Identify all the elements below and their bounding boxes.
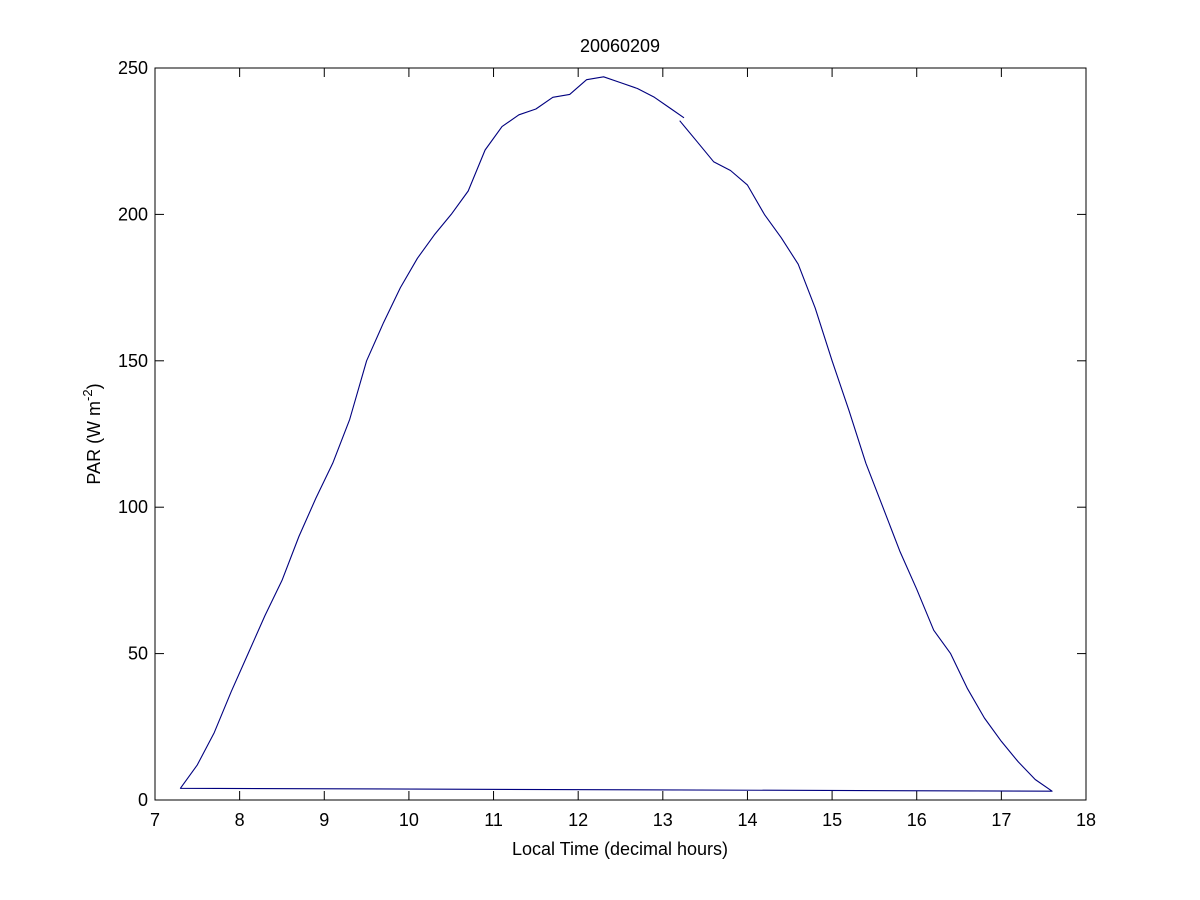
x-tick-label: 14 <box>737 810 757 830</box>
x-tick-label: 9 <box>319 810 329 830</box>
y-tick-label: 0 <box>138 790 148 810</box>
y-tick-label: 100 <box>118 497 148 517</box>
x-tick-label: 16 <box>907 810 927 830</box>
x-tick-label: 15 <box>822 810 842 830</box>
y-tick-label: 250 <box>118 58 148 78</box>
x-tick-label: 8 <box>235 810 245 830</box>
plot-area <box>154 67 1087 801</box>
x-tick-label: 13 <box>653 810 673 830</box>
x-tick-label: 11 <box>484 810 503 830</box>
x-tick-label: 7 <box>150 810 160 830</box>
chart-title: 20060209 <box>580 36 660 56</box>
x-tick-label: 12 <box>568 810 588 830</box>
y-axis: 0 50 100 150 200 250 <box>118 58 1086 810</box>
x-tick-label: 10 <box>399 810 419 830</box>
y-tick-label: 50 <box>128 644 148 664</box>
y-axis-label-suffix: ) <box>84 383 104 389</box>
x-axis: 7 8 9 10 11 12 13 14 15 16 17 18 <box>150 68 1096 830</box>
series-line-par <box>179 76 1053 792</box>
y-axis-label-superscript: -2 <box>80 389 95 401</box>
y-tick-label: 200 <box>118 204 148 224</box>
y-tick-label: 150 <box>118 351 148 371</box>
y-axis-label-text: PAR (W m <box>84 401 104 485</box>
x-tick-label: 18 <box>1076 810 1096 830</box>
y-axis-label: PAR (W m-2) <box>80 383 104 484</box>
x-tick-label: 17 <box>991 810 1011 830</box>
x-axis-label: Local Time (decimal hours) <box>512 839 728 859</box>
